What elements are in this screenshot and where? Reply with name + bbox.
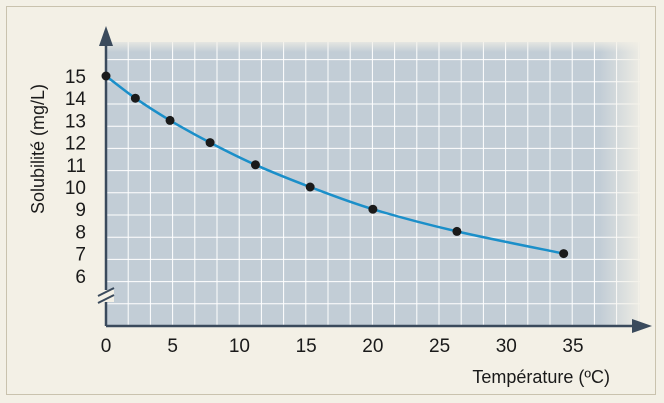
x-tick-label: 25 (429, 336, 450, 357)
data-point (205, 138, 215, 148)
x-tick-label: 10 (229, 336, 250, 357)
data-points (101, 71, 569, 259)
axis-break-mark (97, 294, 115, 304)
x-tick-label: 0 (101, 336, 112, 357)
data-point (559, 249, 569, 259)
axes (97, 26, 652, 333)
x-tick-label: 5 (167, 336, 178, 357)
y-tick-label: 9 (75, 200, 86, 221)
data-point (452, 226, 462, 236)
x-axis-arrow (632, 319, 652, 333)
y-axis-label: Solubilité (mg/L) (28, 84, 48, 214)
y-tick-label: 10 (65, 178, 86, 199)
y-tick-label: 11 (66, 156, 86, 177)
data-point (305, 182, 315, 192)
axis-break-mark (97, 287, 115, 297)
y-axis-arrow (99, 26, 113, 46)
data-point (165, 115, 175, 125)
data-point (250, 160, 260, 170)
plot-area (106, 42, 640, 326)
y-tick-label: 8 (75, 222, 86, 243)
y-tick-label: 7 (75, 245, 86, 266)
grid (105, 42, 640, 327)
y-tick-label: 12 (65, 134, 86, 155)
data-point (130, 93, 140, 103)
y-tick-label: 6 (75, 267, 86, 288)
data-point (368, 204, 378, 214)
x-tick-label: 35 (562, 336, 583, 357)
y-tick-label: 13 (65, 111, 86, 132)
x-axis-label: Température (ºC) (472, 367, 610, 387)
x-tick-label: 20 (362, 336, 383, 357)
y-tick-label: 15 (65, 67, 86, 88)
x-tick-label: 15 (296, 336, 317, 357)
data-point (101, 71, 111, 81)
x-tick-label: 30 (496, 336, 517, 357)
grid-fade (106, 38, 646, 326)
y-tick-label: 14 (65, 89, 87, 110)
